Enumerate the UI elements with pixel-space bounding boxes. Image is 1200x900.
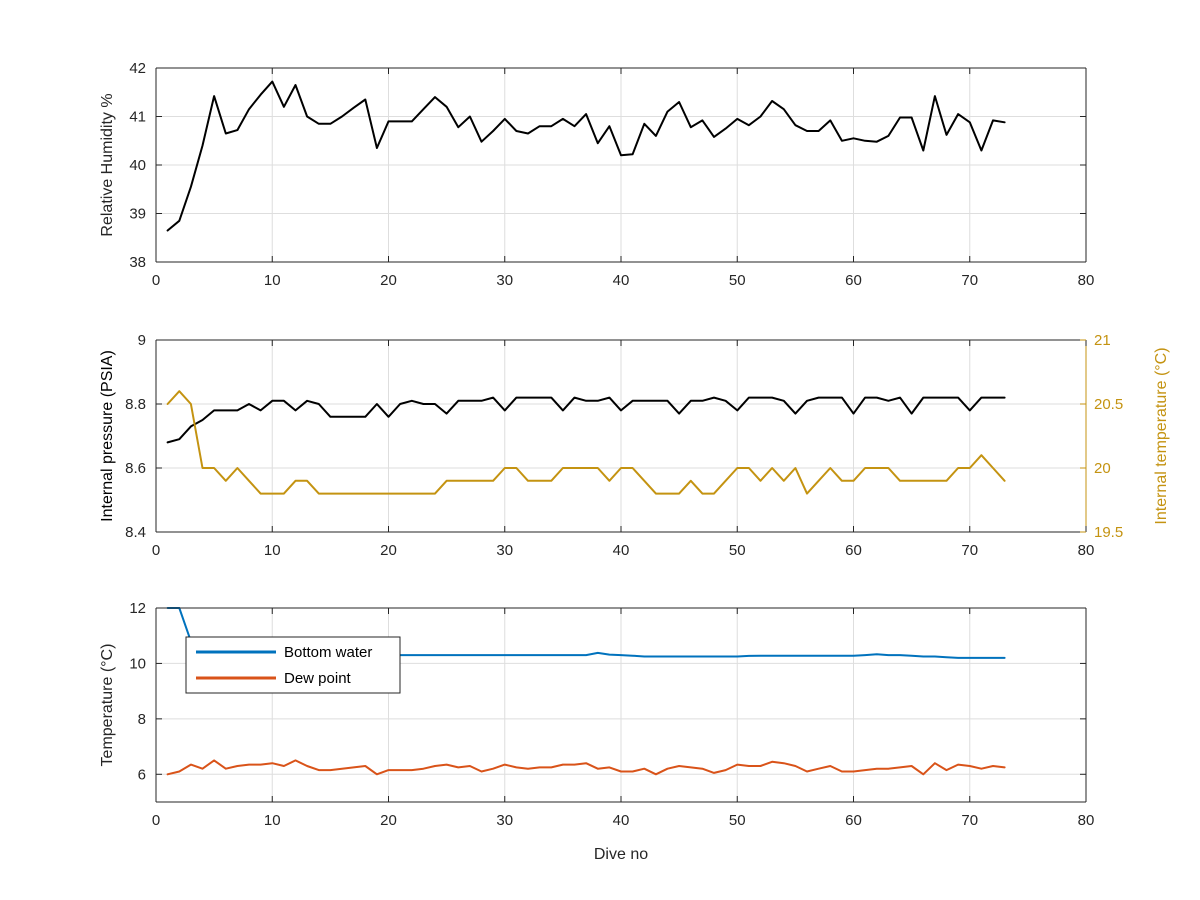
x-tick-label: 40	[613, 542, 630, 559]
x-tick-label: 40	[613, 272, 630, 289]
x-tick-label: 40	[613, 812, 630, 829]
x-tick-label: 20	[380, 542, 397, 559]
y-tick-label: 8	[138, 711, 146, 728]
x-tick-label: 30	[496, 812, 513, 829]
y-tick-label: 8.6	[125, 460, 146, 477]
x-tick-label: 30	[496, 272, 513, 289]
x-tick-label: 60	[845, 542, 862, 559]
x-tick-label: 10	[264, 812, 281, 829]
x-tick-label: 20	[380, 812, 397, 829]
y2-tick-label: 21	[1094, 332, 1111, 349]
y2-tick-label: 20.5	[1094, 396, 1123, 413]
y-tick-label: 6	[138, 766, 146, 783]
chart-panel-1: 0 10 20 30 40 50 60 70 80 38 39 40 41 42 Relative Humi…	[99, 60, 1094, 289]
x-tick-label: 70	[961, 542, 978, 559]
chart-panel-2: 0 10 20 30 40 50 60 70 80 8.4 8.6 8.8 9 19.5 20 20.5 21 I…	[99, 332, 1170, 559]
y2-tick-label: 19.5	[1094, 524, 1123, 541]
legend-label: Bottom water	[284, 644, 372, 661]
x-tick-label: 30	[496, 542, 513, 559]
y-axis-label: Relative Humidity %	[99, 93, 116, 236]
y-axis-label: Temperature (°C)	[99, 644, 116, 767]
y-tick-label: 42	[129, 60, 146, 77]
x-tick-label: 50	[729, 272, 746, 289]
y-tick-label: 41	[129, 109, 146, 126]
y-tick-label: 8.4	[125, 524, 146, 541]
y-tick-label: 12	[129, 600, 146, 617]
x-tick-label: 70	[961, 812, 978, 829]
x-tick-label: 0	[152, 542, 160, 559]
y2-tick-label: 20	[1094, 460, 1111, 477]
x-tick-label: 80	[1078, 812, 1095, 829]
y-tick-label: 40	[129, 157, 146, 174]
y-tick-label: 39	[129, 206, 146, 223]
y-tick-label: 38	[129, 254, 146, 271]
chart-panel-3: 0 10 20 30 40 50 60 70 80 6 8 10 12 Temperature (°C) B…	[99, 600, 1094, 829]
x-tick-label: 60	[845, 812, 862, 829]
legend-box	[185, 636, 401, 694]
x-tick-label: 70	[961, 272, 978, 289]
x-tick-label: 20	[380, 272, 397, 289]
x-tick-label: 60	[845, 272, 862, 289]
x-tick-label: 50	[729, 812, 746, 829]
x-axis-label: Dive no	[594, 846, 648, 863]
y-tick-label: 10	[129, 655, 146, 672]
x-tick-label: 80	[1078, 542, 1095, 559]
legend-label: Dew point	[284, 670, 352, 687]
legend: Bottom water Dew point	[185, 636, 401, 694]
y-tick-label: 8.8	[125, 396, 146, 413]
x-tick-label: 0	[152, 272, 160, 289]
x-tick-label: 50	[729, 542, 746, 559]
y-axis-label: Internal pressure (PSIA)	[99, 350, 116, 522]
y2-axis-label: Internal temperature (°C)	[1153, 347, 1170, 524]
x-tick-label: 80	[1078, 272, 1095, 289]
x-tick-label: 10	[264, 272, 281, 289]
x-tick-label: 0	[152, 812, 160, 829]
y-tick-label: 9	[138, 332, 146, 349]
x-tick-label: 10	[264, 542, 281, 559]
